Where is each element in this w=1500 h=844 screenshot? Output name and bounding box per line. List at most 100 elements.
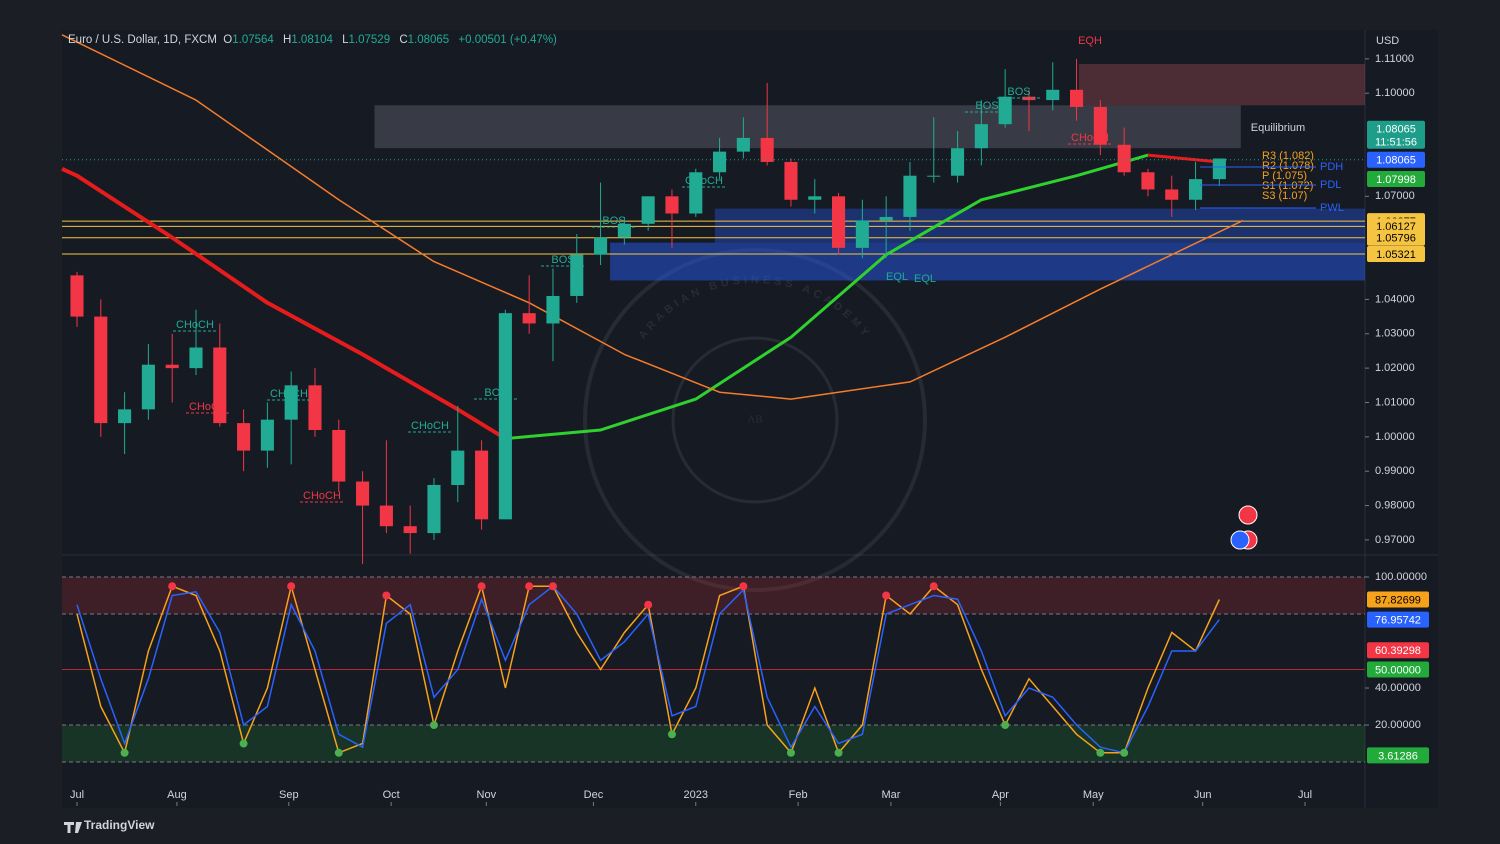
price-tag-label: 1.05796 (1376, 233, 1416, 245)
overbought-dot (644, 600, 653, 609)
oversold-dot (239, 739, 248, 748)
oscillator-tag (1367, 611, 1429, 628)
watermark-ring (671, 336, 839, 504)
candle-body (141, 364, 155, 410)
oversold-dot (1120, 748, 1129, 757)
x-tick-label: Aug (167, 789, 187, 801)
y-tick-label: 0.99000 (1375, 465, 1415, 477)
candle-body (951, 148, 965, 176)
candle-body (308, 385, 322, 430)
oversold-dot (834, 748, 843, 757)
overbought-dot (739, 582, 748, 591)
candle-body (284, 385, 298, 420)
pivot-label: R2 (1.078) (1262, 160, 1314, 172)
x-tick-label: Jun (1194, 789, 1212, 801)
oscillator-tag-label: 3.61286 (1378, 750, 1418, 762)
x-tick-label: Jul (1298, 789, 1312, 801)
candle-body (855, 220, 869, 248)
oversold-dot (667, 730, 676, 739)
y-tick-label: 1.04000 (1375, 293, 1415, 305)
ohlc-key: L (342, 34, 349, 46)
oscillator-tag (1367, 661, 1429, 678)
oscillator-tag-label: 50.00000 (1375, 664, 1421, 676)
candle-body (1189, 179, 1203, 200)
overbought-dot (882, 591, 891, 600)
oversold-dot (786, 748, 795, 757)
ohlc-value: 1.08065 (407, 34, 450, 46)
structure-label: CHoCH (411, 420, 449, 432)
candle-body (165, 364, 179, 369)
candle-body (260, 419, 274, 451)
oscillator-band (62, 576, 1365, 615)
eql-label: EQL (886, 271, 908, 283)
x-tick-label: 2023 (684, 789, 708, 801)
pivot-label: S3 (1.07) (1262, 190, 1307, 202)
y-tick-label: 1.10000 (1375, 87, 1415, 99)
x-tick-label: Oct (383, 789, 400, 801)
watermark-logo: AB (747, 414, 762, 426)
x-tick-label: May (1083, 789, 1104, 801)
overbought-dot (525, 582, 534, 591)
x-tick-label: Sep (279, 789, 299, 801)
candle-body (427, 484, 441, 534)
pivot-label: P (1.075) (1262, 170, 1307, 182)
candle-body (213, 347, 227, 424)
x-tick-label: Nov (477, 789, 497, 801)
x-tick-label: Jul (70, 789, 84, 801)
x-tick-label: Mar (881, 789, 900, 801)
candle-body (356, 481, 370, 506)
candle-body (1212, 158, 1226, 180)
oversold-dot (429, 721, 438, 730)
structure-label: BOS (484, 387, 507, 399)
brand: TradingView (84, 818, 155, 832)
structure-label: BOS (551, 254, 574, 266)
candle-body (70, 275, 84, 317)
candle-body (94, 316, 108, 424)
pivot-label: S1 (1.072) (1262, 180, 1313, 192)
y-tick-label: 1.11000 (1375, 53, 1414, 65)
price-tag (1367, 171, 1425, 188)
candle-body (903, 175, 917, 217)
oscillator-tag (1367, 642, 1429, 659)
candle-body (594, 237, 608, 255)
structure-label: CHoCH (176, 319, 214, 331)
candle-body (189, 347, 203, 369)
candle-body (1117, 144, 1131, 173)
oscillator-tag-label: 76.95742 (1375, 615, 1421, 627)
oversold-dot (1001, 721, 1010, 730)
candle-body (237, 423, 251, 451)
candle-body (1141, 172, 1155, 190)
price-tag-label: 1.08065 (1376, 155, 1416, 167)
price-tag-label: 1.05321 (1376, 249, 1416, 261)
candle-body (998, 96, 1012, 125)
moving-average (1147, 153, 1220, 164)
ohlc-value: 1.07529 (348, 34, 391, 46)
price-tag-label: 1.07998 (1376, 174, 1416, 186)
candle-body (927, 175, 941, 177)
oversold-dot (334, 748, 343, 757)
event-icon (1230, 530, 1250, 550)
moving-average (505, 153, 1149, 441)
zone (374, 105, 1241, 149)
pivot-label: R3 (1.082) (1262, 150, 1314, 162)
candle-body (1093, 106, 1107, 145)
candle-body (832, 196, 846, 248)
oscillator-band (62, 725, 1365, 763)
candle-body (808, 196, 822, 200)
period-level-label: PWL (1320, 202, 1344, 214)
currency-label: USD (1376, 35, 1399, 47)
structure-label: CHoCH (303, 490, 341, 502)
price-tag (1367, 246, 1425, 263)
candle-body (760, 137, 774, 162)
candle-body (665, 196, 679, 214)
candle-body (641, 196, 655, 224)
candle-body (475, 450, 489, 520)
overbought-dot (477, 582, 486, 591)
y-tick-label: 0.97000 (1375, 534, 1415, 546)
candle-body (522, 313, 536, 324)
candle-body (332, 429, 346, 482)
oscillator-tag (1367, 747, 1429, 764)
overbought-dot (287, 582, 296, 591)
y-tick-label: 0.98000 (1375, 499, 1415, 511)
